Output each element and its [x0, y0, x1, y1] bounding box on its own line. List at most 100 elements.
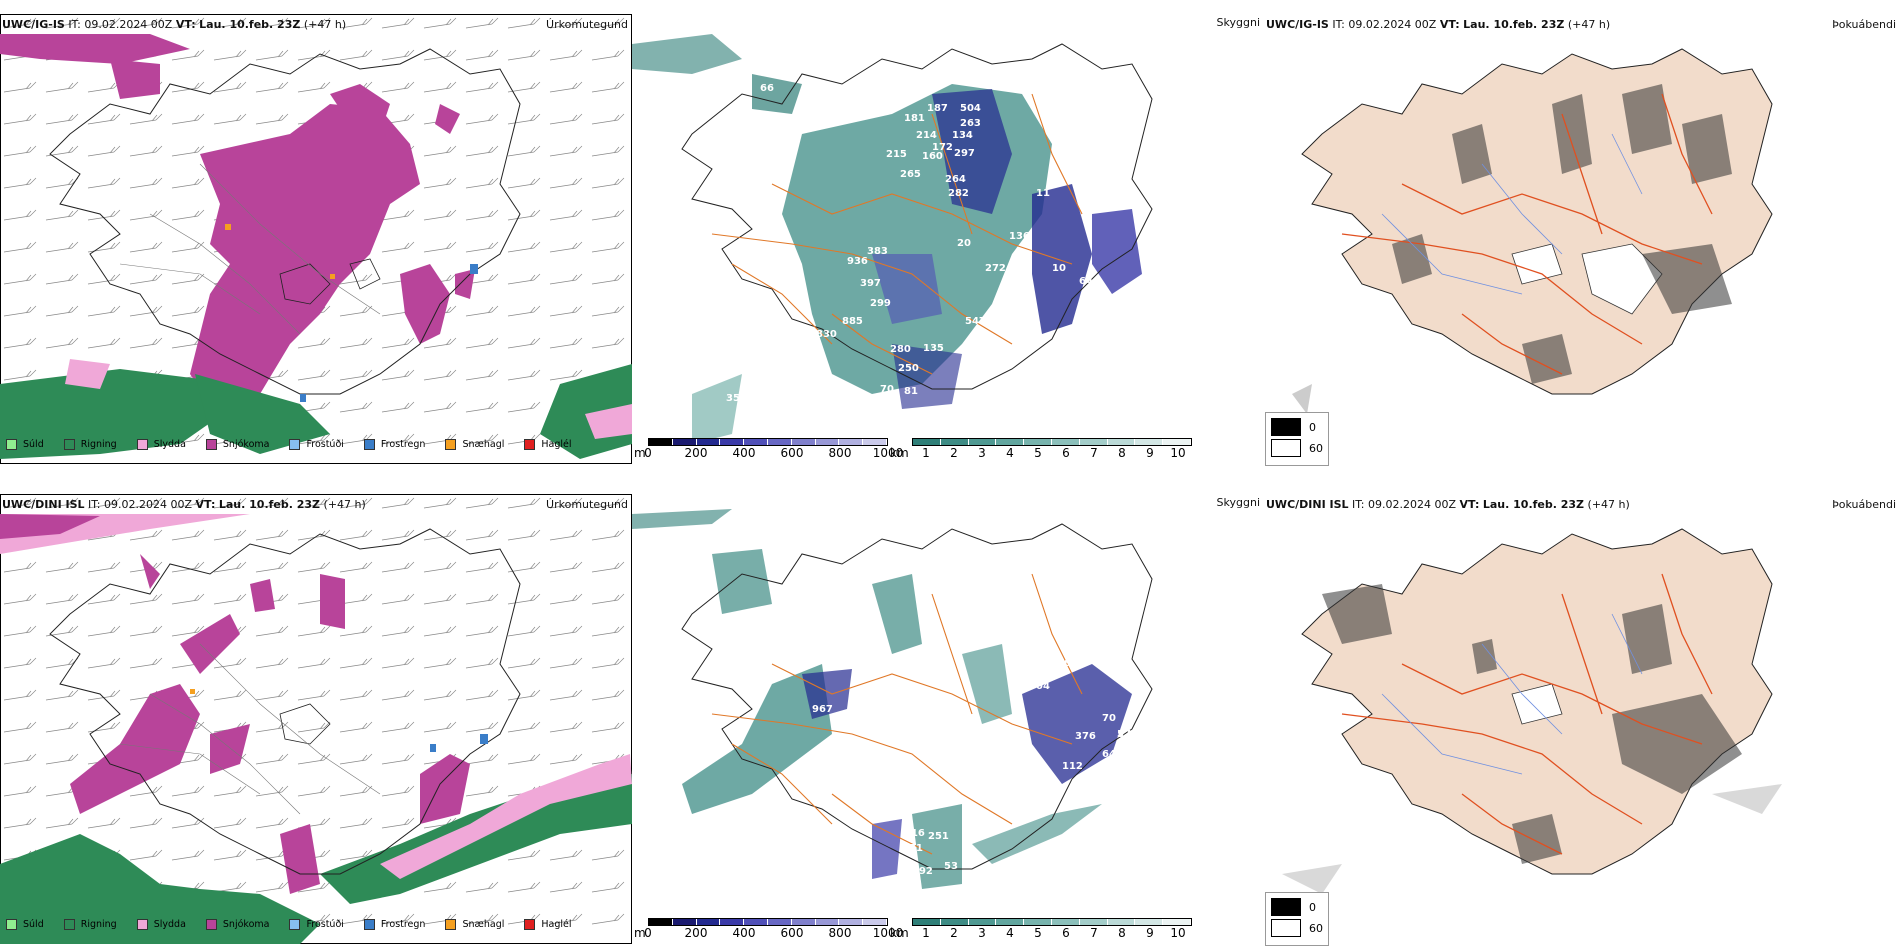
colorbar-tick-label: 5: [1034, 926, 1042, 940]
map-frame: [0, 14, 632, 464]
map-frame: [0, 494, 632, 944]
visibility-value-label: 214: [916, 130, 937, 141]
legend-item: Slydda: [136, 919, 186, 930]
colorbar-segment: [863, 919, 887, 925]
swatch-icon: [445, 919, 457, 930]
colorbar-segment: [767, 919, 792, 925]
colorbar-tick-label: 3: [978, 446, 986, 460]
visibility-value-label: 04: [1036, 681, 1050, 692]
colorbar-tick-label: 400: [732, 926, 756, 940]
colorbar-tick-label: 2: [950, 926, 958, 940]
fog-map-bottom: [1282, 528, 1782, 894]
visibility-value-label: 57: [1085, 294, 1099, 305]
colorbar-segment: [968, 439, 997, 445]
visibility-colorbar: [912, 918, 1192, 926]
visibility-value-label: 162: [970, 584, 991, 595]
colorbar-tick-label: 9: [1146, 926, 1154, 940]
legend-item: Rigning: [63, 919, 117, 930]
colorbar-segment: [696, 919, 721, 925]
precip-panel-top: UWC/IG-IS IT: 09.02.2024 00Z VT: Lau. 10…: [0, 14, 632, 464]
visibility-value-label: 192: [912, 866, 933, 877]
colorbar-segment: [649, 439, 673, 445]
colorbar-tick-label: 10: [1170, 926, 1186, 940]
colorbar-segment: [839, 919, 864, 925]
visibility-ticks: 1 2 3 4 5 6 7 8 9 10: [912, 446, 1192, 460]
swatch-icon: [524, 439, 536, 450]
visibility-value-label: 265: [900, 169, 921, 180]
visibility-value-label: 26: [982, 634, 996, 645]
swatch-icon: [205, 439, 217, 450]
colorbar-tick-label: 5: [1034, 446, 1042, 460]
colorbar-tick-label: 200: [684, 446, 708, 460]
legend-item: Haglél: [524, 439, 572, 450]
visibility-value-label: 136: [954, 601, 975, 612]
swatch-icon: [63, 439, 75, 450]
legend-item: Frostúði: [289, 439, 344, 450]
swatch-icon: [1271, 418, 1301, 436]
precip-map-top: [0, 15, 632, 463]
visibility-value-label: 236: [882, 898, 903, 909]
panel-header: UWC/IG-IS IT: 09.02.2024 00Z VT: Lau. 10…: [2, 18, 347, 31]
precip-panel-bottom: UWC/DINI ISL IT: 09.02.2024 00Z VT: Lau.…: [0, 494, 632, 944]
colorbar-segment: [767, 439, 792, 445]
swatch-icon: [445, 439, 457, 450]
colorbar-segment: [720, 439, 745, 445]
panel-header: UWC/IG-IS IT: 09.02.2024 00Z VT: Lau. 10…: [1266, 18, 1611, 31]
cloud-base-unit: m: [634, 446, 646, 460]
swatch-icon: [6, 919, 17, 930]
visibility-value-label: 547: [965, 316, 986, 327]
visibility-value-label: 251: [928, 831, 949, 842]
colorbar-segment: [996, 439, 1025, 445]
panel-title: Úrkomutegund: [546, 498, 628, 511]
fog-legend-item: 60: [1271, 439, 1323, 457]
visibility-value-label: 70: [880, 384, 894, 395]
colorbar-segment: [1107, 919, 1136, 925]
colorbar-tick-label: 0: [644, 926, 652, 940]
colorbar-segment: [996, 919, 1025, 925]
visibility-value-label: 66: [760, 83, 774, 94]
colorbar-tick-label: 1000: [872, 446, 904, 460]
visibility-value-label: 250: [898, 363, 919, 374]
visibility-value-label: 19: [857, 739, 871, 750]
swatch-icon: [524, 919, 536, 930]
precip-map-bottom: [0, 495, 632, 944]
panel-header: UWC/DINI ISL IT: 09.02.2024 00Z VT: Lau.…: [1266, 498, 1630, 511]
colorbar-tick-label: 10: [1170, 446, 1186, 460]
panel-title: Skyggni: [1216, 16, 1260, 29]
visibility-value-label: 91: [894, 701, 908, 712]
visibility-panel-bottom: 162 136 187 26 106 04 91 967 19 376 70 57 64 112 82 33 8…: [632, 494, 1262, 944]
visibility-value-label: 816: [904, 828, 925, 839]
colorbar-segment: [1079, 919, 1108, 925]
colorbar-segment: [1024, 439, 1052, 445]
visibility-value-label: 967: [812, 704, 833, 715]
visibility-value-label: 263: [960, 118, 981, 129]
visibility-value-label: 272: [985, 263, 1006, 274]
visibility-value-label: 57: [1117, 729, 1131, 740]
legend-item: Frostúði: [289, 919, 344, 930]
cloud-base-colorbar: [648, 918, 888, 926]
visibility-unit: km: [890, 446, 909, 460]
colorbar-segment: [968, 919, 997, 925]
colorbar-tick-label: 3: [978, 926, 986, 940]
colorbar-segment: [913, 919, 941, 925]
swatch-icon: [1271, 439, 1301, 457]
colorbar-tick-label: 0: [644, 446, 652, 460]
legend-item: Haglél: [524, 919, 572, 930]
visibility-value-label: 136: [1009, 231, 1030, 242]
visibility-value-label: 20: [957, 238, 971, 249]
colorbar-segment: [1163, 439, 1191, 445]
colorbar-segment: [940, 919, 969, 925]
colorbar-segment: [815, 439, 840, 445]
legend-item: Frostregn: [363, 439, 425, 450]
legend-item: Slydda: [136, 439, 186, 450]
visibility-value-label: 280: [890, 344, 911, 355]
visibility-value-label: 282: [948, 188, 969, 199]
visibility-value-label: 112: [1062, 761, 1083, 772]
visibility-value-label: 885: [842, 316, 863, 327]
visibility-value-label: 187: [977, 601, 998, 612]
colorbar-segment: [791, 439, 816, 445]
visibility-value-label: 20: [977, 351, 991, 362]
colorbar-segment: [1135, 919, 1164, 925]
colorbar-segment: [1024, 919, 1052, 925]
